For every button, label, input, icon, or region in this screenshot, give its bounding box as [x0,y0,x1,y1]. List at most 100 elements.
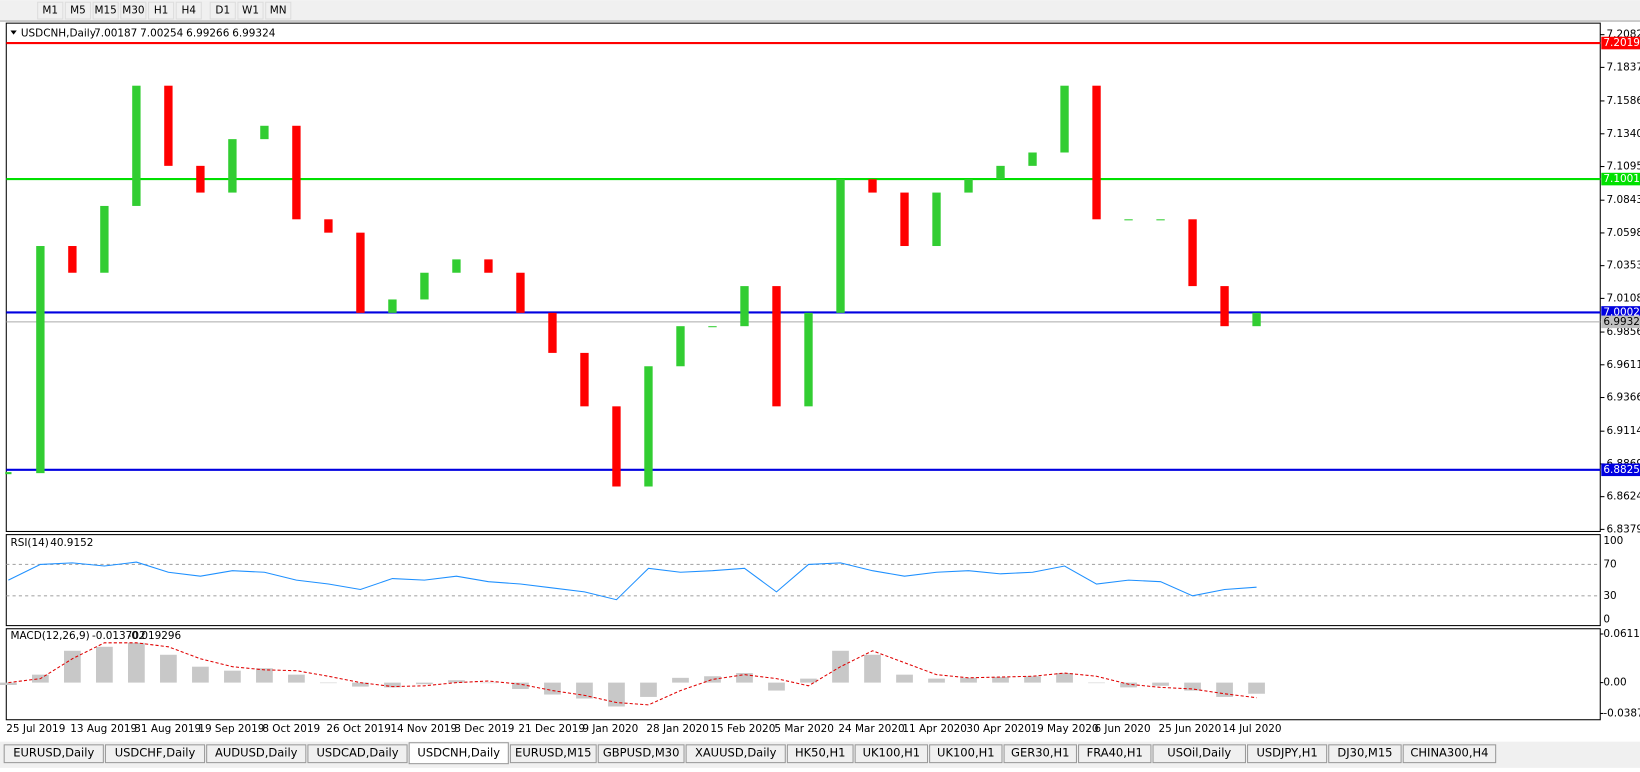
tab[interactable] [1152,744,1247,764]
candle-body [260,125,269,140]
x-tick-label: 25 Jun 2020 [1158,723,1221,735]
level-label: 7.00029 [1603,306,1640,318]
candle-body [772,286,781,407]
level-tag [1601,36,1640,50]
timeframe-label: MN [270,5,287,17]
macd-signal-value: -0.019296 [128,630,182,642]
macd-bar [1184,682,1201,691]
quote-value: 6.99324 [232,28,276,40]
candle-body [68,246,77,273]
tab-label: DJ30,M15 [1337,746,1392,760]
timeframe-label: D1 [215,5,230,17]
tab[interactable] [1003,744,1077,764]
macd-bar [416,682,433,685]
timeframe-button[interactable] [175,1,202,20]
tab[interactable] [1328,744,1402,764]
candle-body [836,179,845,313]
x-tick-label: 3 Dec 2019 [454,723,514,735]
candle-body [708,326,717,328]
tab[interactable] [3,744,104,764]
tab-label: HK50,H1 [795,746,845,760]
macd-bar [128,642,145,683]
timeframe-button[interactable] [209,1,236,20]
y-tick-label: 6.98560 [1607,326,1640,338]
x-tick-label: 24 Mar 2020 [838,723,904,735]
macd-bar [896,674,913,683]
candle-body [1220,286,1229,327]
macd-bar [384,682,401,688]
macd-bar [864,654,881,683]
macd-pane [5,628,1601,721]
x-tick-label: 25 Jul 2019 [6,723,65,735]
timeframe-button[interactable] [37,1,64,20]
macd-tick-label: -0.03877 [1603,707,1640,719]
timeframe-label: M1 [42,5,58,17]
timeframe-button[interactable] [92,1,119,20]
tab-label: USDCNH,Daily [417,746,500,760]
candle-body [996,165,1005,180]
y-tick-label: 7.08430 [1607,194,1640,206]
tab[interactable] [1402,744,1497,764]
y-tick-label: 7.01080 [1607,292,1640,304]
timeframe-button[interactable] [237,1,264,20]
macd-bar [800,678,817,683]
timeframe-button[interactable] [265,1,292,20]
rsi-tick-label: 0 [1603,613,1610,625]
tab[interactable] [597,744,685,764]
timeframe-button[interactable] [147,1,175,20]
y-tick-label: 7.05980 [1607,227,1640,239]
y-tick-label: 6.8624 [1607,491,1640,503]
tab-label: UK100,H1 [937,746,995,760]
tab[interactable] [1247,744,1328,764]
candle-body [964,179,973,193]
candle-body [1060,85,1069,153]
macd-signal [8,642,1257,706]
macd-bar [512,682,529,689]
macd-tick-label: 0.00 [1603,677,1626,689]
level-tag [1601,463,1640,477]
candle-body [740,286,749,327]
macd-tick-label: 0.061119 [1603,628,1640,640]
timeframe-button[interactable] [120,1,147,20]
menu-arrow [10,30,17,35]
macd-bar [192,666,209,683]
tab[interactable] [854,744,929,764]
x-tick-label: 5 Mar 2020 [774,723,834,735]
timeframe-label: M30 [122,5,144,17]
tab-label: USOil,Daily [1167,746,1231,760]
macd-bar [448,680,465,683]
quote-value: 7.00187 [94,28,137,40]
tab[interactable] [509,744,597,764]
macd-bar [608,682,625,707]
tab-label: CHINA300,H4 [1410,746,1488,760]
tab-label: EURUSD,Daily [13,746,94,760]
tab[interactable] [206,744,307,764]
macd-bar [544,682,561,695]
timeframe-label: W1 [242,5,259,17]
candle-body [548,312,557,353]
candle-body [612,406,621,487]
macd-bar [1056,673,1073,683]
candle-body [900,192,909,247]
tab-label: UK100,H1 [863,746,921,760]
x-tick-label: 26 Oct 2019 [326,723,391,735]
tab[interactable] [1078,744,1152,764]
x-tick-label: 28 Jan 2020 [646,723,709,735]
tab[interactable] [104,744,206,764]
quote-value: 6.99266 [186,28,229,40]
macd-bar [288,674,305,683]
tab-label: FRA40,H1 [1087,746,1143,760]
candle-body [1188,219,1197,287]
level-tag [1601,306,1640,319]
timeframe-button[interactable] [64,1,91,20]
tab[interactable] [929,744,1003,764]
macd-main: -0.013702 [92,630,146,642]
macd-bar [352,682,369,687]
tab[interactable] [786,744,854,764]
tab[interactable] [408,742,509,765]
tab[interactable] [307,744,408,764]
rsi-line [8,561,1257,601]
macd-bar [1248,682,1265,694]
y-tick-label: 7.15860 [1607,95,1640,107]
tab[interactable] [685,744,786,764]
